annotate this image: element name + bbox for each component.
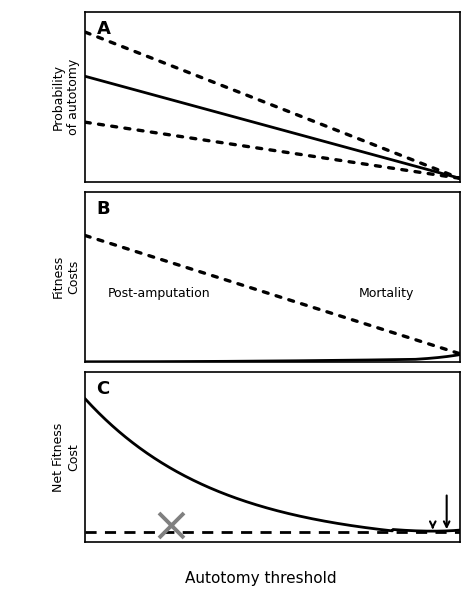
Y-axis label: Net Fitness
Cost: Net Fitness Cost <box>52 422 80 492</box>
Y-axis label: Fitness
Costs: Fitness Costs <box>52 255 80 299</box>
Text: C: C <box>97 380 110 399</box>
Y-axis label: Probability
of autotomy: Probability of autotomy <box>52 59 80 135</box>
Text: A: A <box>97 20 110 38</box>
Text: Autotomy threshold: Autotomy threshold <box>185 571 337 586</box>
Text: Mortality: Mortality <box>359 287 414 300</box>
Text: Post-amputation: Post-amputation <box>108 287 210 300</box>
Text: B: B <box>97 200 110 219</box>
